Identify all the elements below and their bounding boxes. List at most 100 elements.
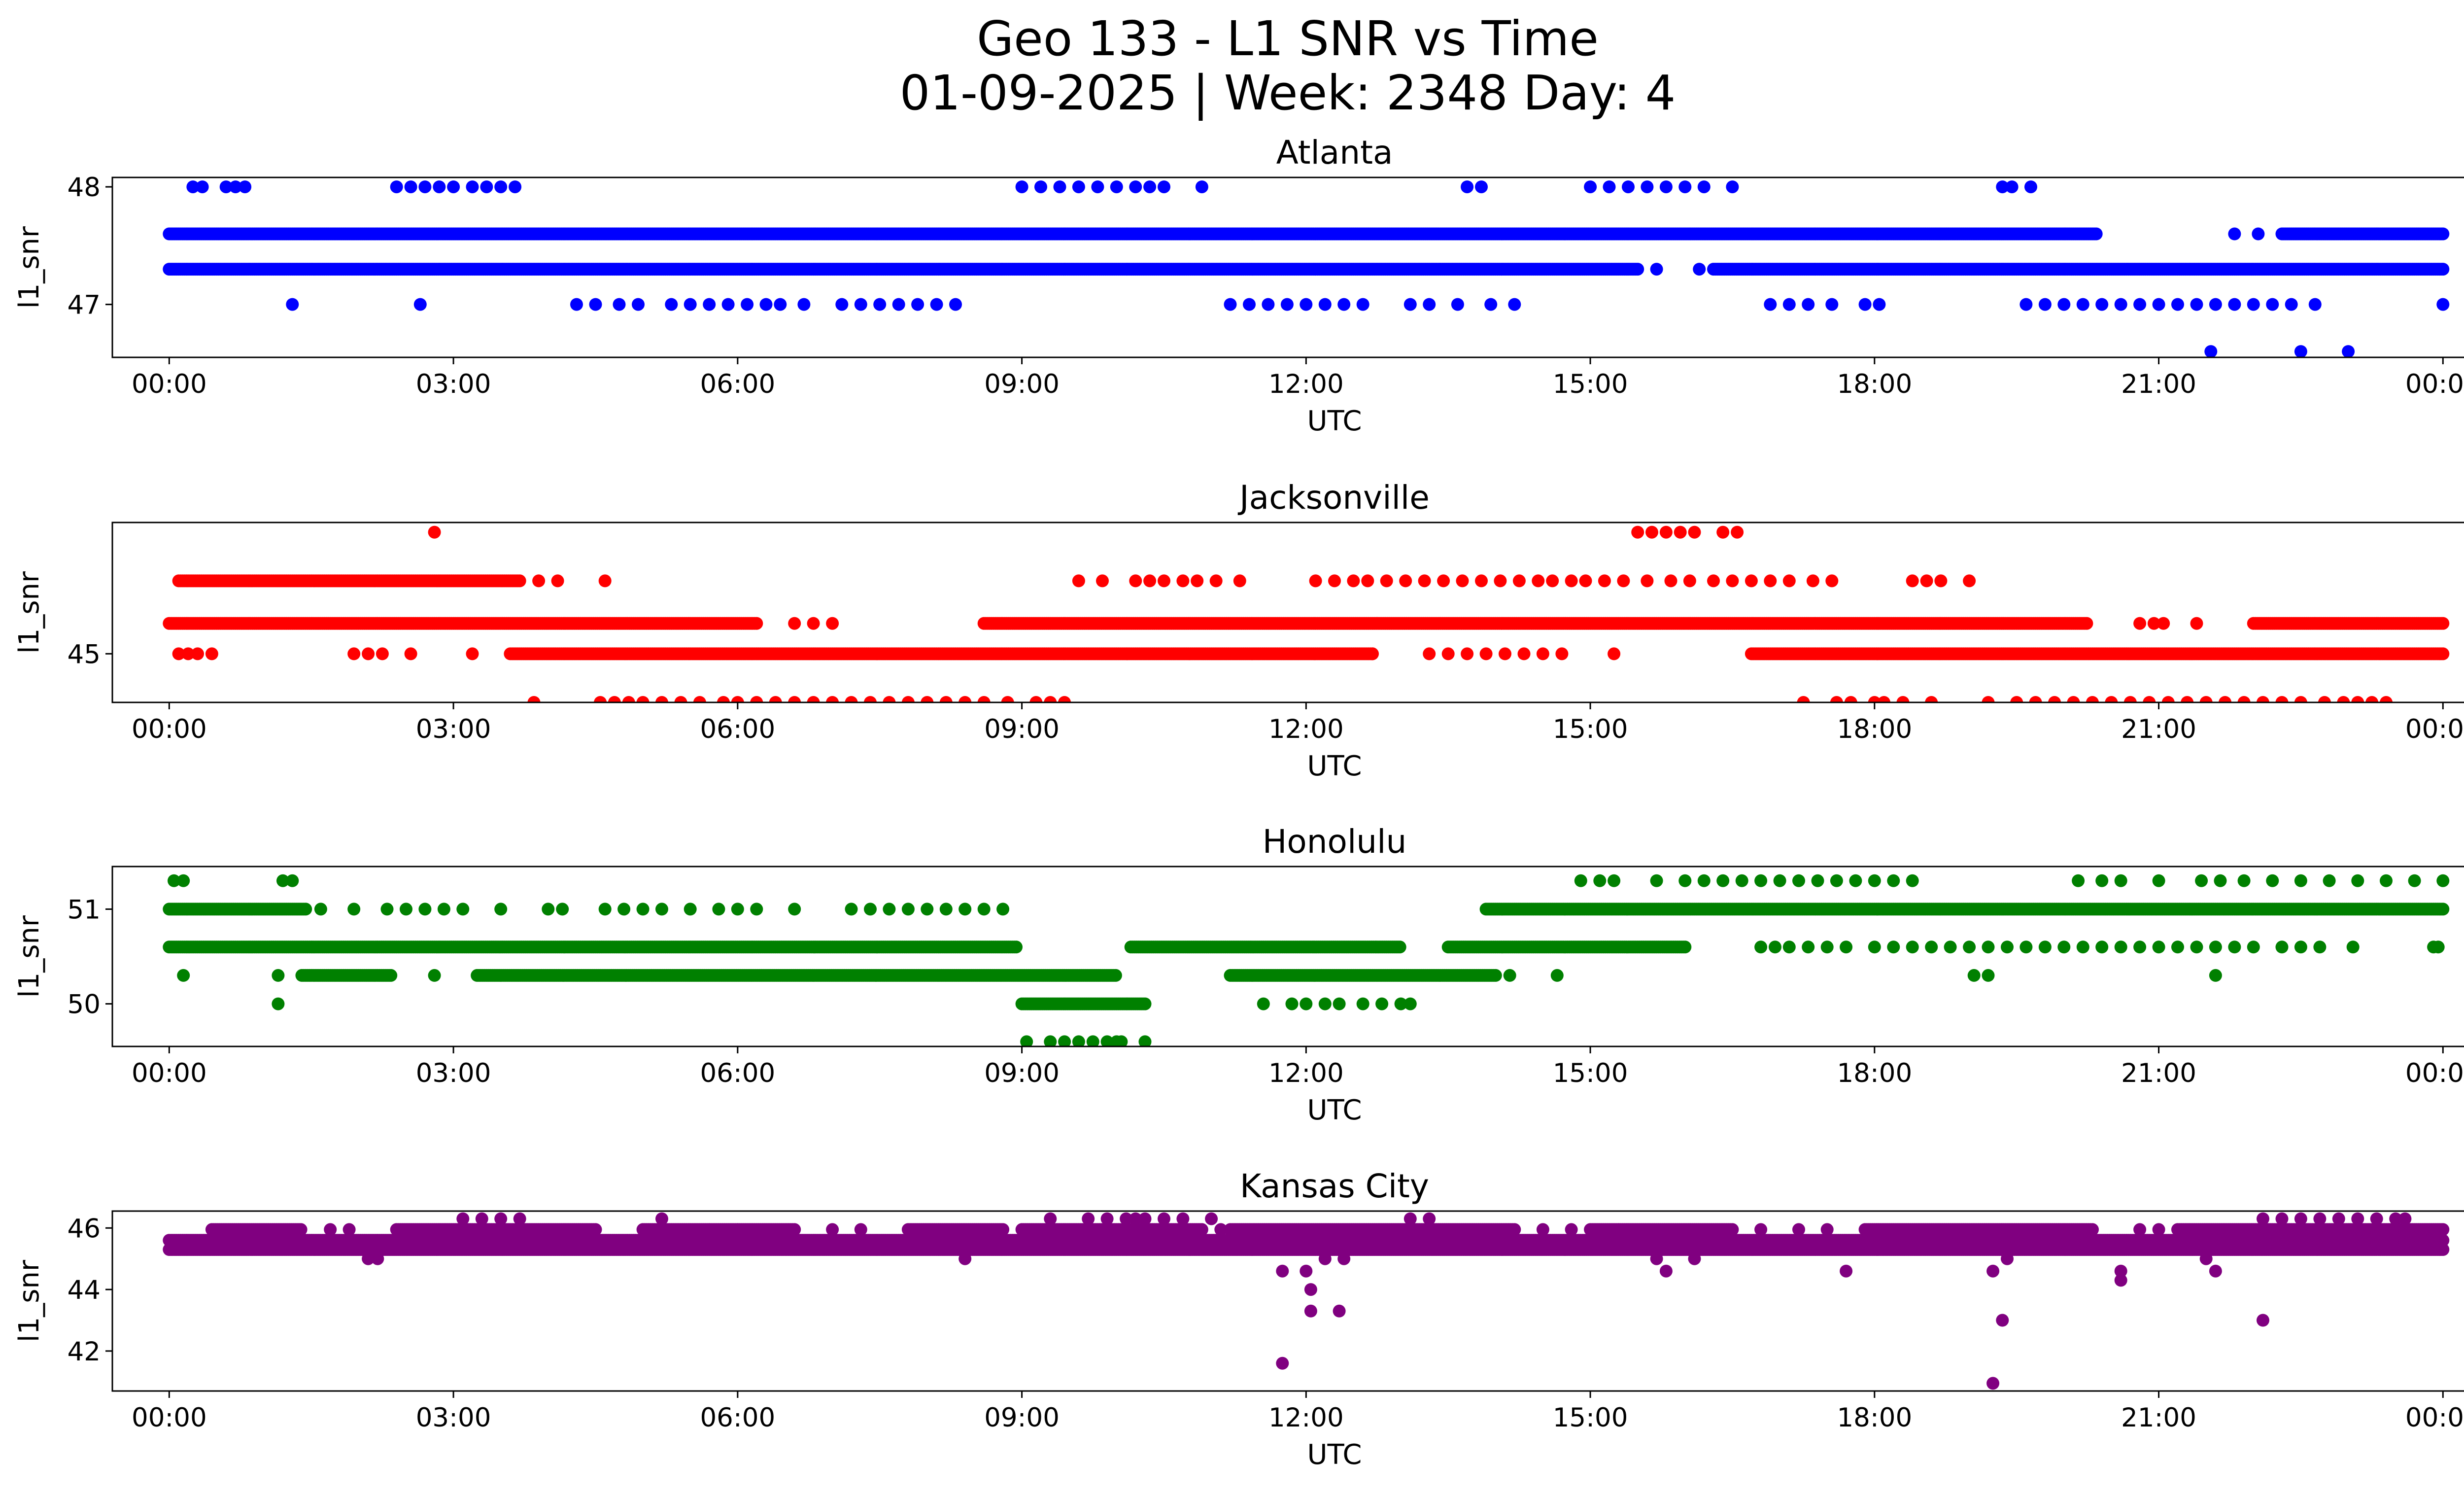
data-point [1664,574,1677,588]
data-point [2024,180,2037,194]
data-point [1555,647,1569,661]
data-point [1565,574,1578,588]
data-point [2342,345,2355,357]
data-point [286,298,299,311]
data-point [1512,574,1526,588]
data-point [413,298,427,311]
data-point [1437,574,1450,588]
data-point [613,298,626,311]
data-point [1361,574,1374,588]
axes-frame [111,176,2464,358]
data-point [2114,298,2127,311]
data-point [1096,574,1109,588]
data-point [191,647,204,661]
data-point [1906,574,1919,588]
data-point [1650,263,1663,276]
x-tick-label: 15:00 [1553,369,1628,399]
data-point [2436,263,2450,276]
data-point [2089,227,2103,241]
data-point [2086,696,2099,702]
data-point [608,696,621,702]
data-point [1423,298,1436,311]
data-point [1678,180,1692,194]
data-point [1001,696,1014,702]
data-point [1608,647,1621,661]
data-point [1494,574,1507,588]
data-point [774,298,787,311]
data-point [2019,298,2033,311]
data-point [2010,696,2023,702]
data-point [1707,574,1720,588]
data-points [163,874,2450,1046]
data-point [655,696,668,702]
data-point [1072,574,1085,588]
data-point [2123,696,2137,702]
data-point [1403,298,1417,311]
data-point [1731,525,1744,539]
data-point [2294,345,2307,357]
data-point [1451,298,1464,311]
data-point [1782,574,1796,588]
data-point [589,298,602,311]
data-point [826,617,839,630]
data-point [2209,298,2222,311]
data-points [163,180,2450,357]
data-point [1934,574,1948,588]
data-point [1546,574,1559,588]
data-point [854,298,867,311]
data-point [2365,696,2379,702]
data-point [1508,298,1521,311]
data-point [2152,298,2165,311]
data-point [2228,227,2241,241]
data-point [788,696,801,702]
data-point [1631,525,1644,539]
data-point [1764,298,1777,311]
data-point [1806,574,1819,588]
data-point [404,647,417,661]
axes-frame [111,522,2464,703]
data-point [299,903,312,916]
data-point [466,180,479,194]
data-point [864,696,877,702]
data-point [2105,696,2118,702]
data-point [873,298,887,311]
data-point [532,574,546,588]
data-point [1475,574,1488,588]
data-point [2147,617,2160,630]
data-point [1925,696,1938,702]
data-point [494,180,508,194]
data-point [2190,617,2203,630]
data-point [930,298,943,311]
data-point [2257,696,2269,702]
data-point [1659,525,1673,539]
data-point [1617,574,1630,588]
x-tick-label: 03:00 [416,714,491,744]
data-point [1233,574,1246,588]
x-tick-label: 00:00 [2405,369,2464,399]
data-point [347,647,361,661]
data-point [1726,574,1739,588]
figure-title-line2: 01-09-2025 | Week: 2348 Day: 4 [900,65,1676,121]
x-tick-label: 18:00 [1837,369,1912,399]
data-point [2294,696,2307,702]
data-point [2171,298,2184,311]
data-point [1366,647,1379,661]
data-point [1622,180,1635,194]
data-point [1158,574,1170,588]
data-point [2237,696,2251,702]
data-point [2275,696,2289,702]
data-point [788,617,801,630]
data-point [2076,298,2089,311]
data-point [570,298,583,311]
data-point [1825,298,1839,311]
data-point [1963,574,1976,588]
data-point [684,298,697,311]
data-point [1461,647,1474,661]
data-point [1484,298,1498,311]
data-point [594,696,607,702]
data-point [703,298,716,311]
data-point [1641,574,1654,588]
data-point [1844,696,1857,702]
data-point [1726,180,1739,194]
